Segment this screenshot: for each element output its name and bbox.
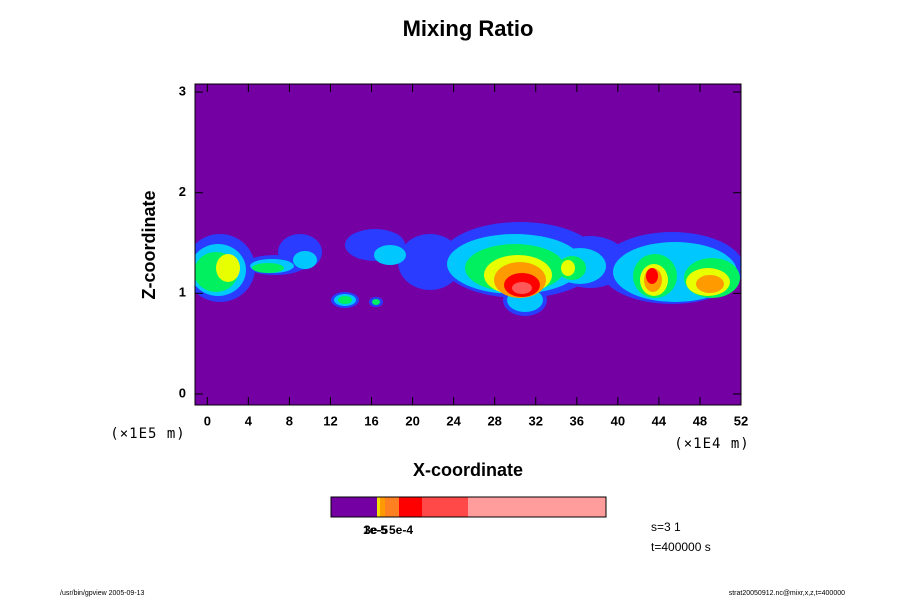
colorbar-segment [399, 497, 422, 517]
x-axis-label: X-coordinate [413, 460, 523, 480]
x-tick-label: 16 [364, 413, 378, 428]
x-tick-label: 32 [529, 413, 543, 428]
x-tick-label: 36 [570, 413, 584, 428]
plot-frame [194, 83, 742, 406]
y-axis-label: Z-coordinate [139, 190, 159, 299]
x-tick-label: 40 [611, 413, 625, 428]
colorbar-segment [468, 497, 606, 517]
x-tick-label: 4 [245, 413, 253, 428]
x-tick-label: 52 [734, 413, 748, 428]
x-tick-label: 48 [693, 413, 707, 428]
contour-region [512, 282, 532, 294]
colorbar-label: 5e-4 [389, 523, 413, 537]
x-unit: (×1E4 m) [674, 436, 749, 452]
annotation: s=3 1 [651, 520, 681, 534]
colorbar-segment [377, 497, 380, 517]
contour-field [195, 222, 741, 316]
x-tick-label: 24 [446, 413, 461, 428]
y-tick-label: 1 [179, 285, 186, 300]
colorbar-label: 3e-5 [364, 523, 388, 537]
colorbar-segment [422, 497, 468, 517]
x-tick-label: 8 [286, 413, 293, 428]
x-tick-label: 44 [652, 413, 667, 428]
annotation: t=400000 s [651, 540, 711, 554]
chart-title: Mixing Ratio [403, 16, 534, 41]
colorbar-frame [330, 496, 607, 518]
footer: strat20050912.nc@mixr,x,z,t=400000 [729, 590, 845, 597]
x-tick-label: 20 [405, 413, 419, 428]
footer: /usr/bin/gpview 2005-09-13 [60, 590, 145, 597]
colorbar-label: 1e-5 [363, 523, 387, 537]
x-tick-label: 12 [323, 413, 337, 428]
y-tick-label: 0 [179, 385, 186, 400]
colorbar-segment [380, 497, 385, 517]
y-unit: (×1E5 m) [110, 426, 185, 442]
x-tick-label: 28 [487, 413, 501, 428]
x-tick-label: 0 [204, 413, 211, 428]
y-tick-label: 3 [179, 83, 186, 98]
colorbar-segment [331, 497, 377, 517]
y-tick-label: 2 [179, 184, 186, 199]
colorbar-segment [385, 497, 399, 517]
